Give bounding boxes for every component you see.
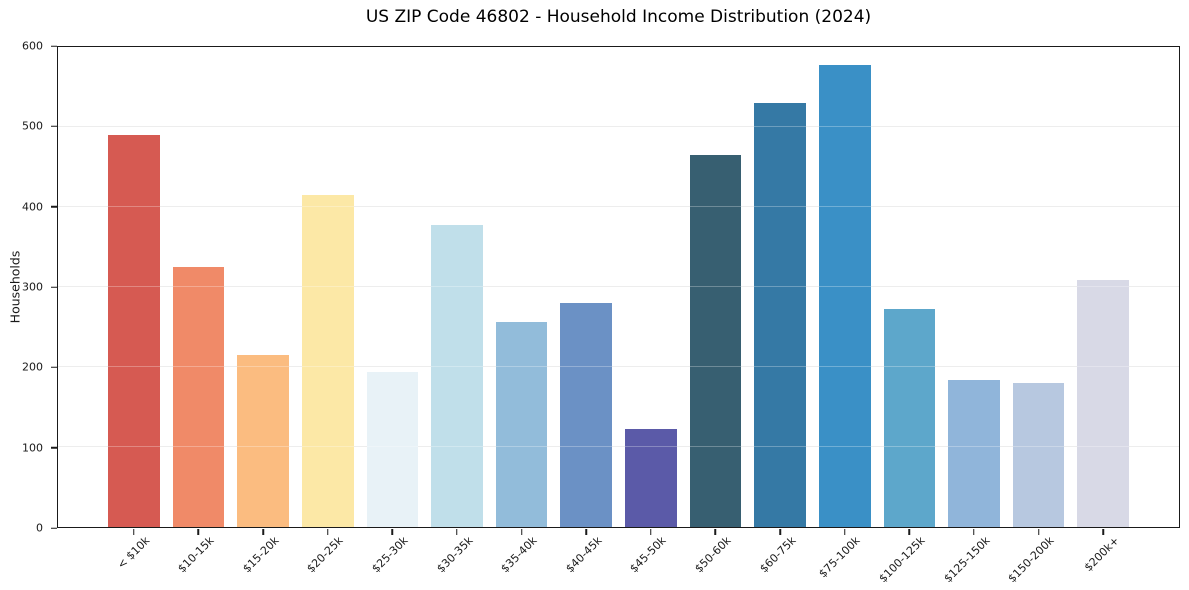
bar bbox=[625, 429, 677, 527]
bar bbox=[883, 309, 936, 527]
bar bbox=[1012, 383, 1065, 527]
x-tick-mark bbox=[973, 528, 975, 535]
bar-slot: $100-125k bbox=[876, 47, 936, 585]
bar bbox=[948, 379, 1000, 527]
x-tick-label: $40-45k bbox=[563, 534, 605, 576]
bar-slot: $60-75k bbox=[754, 47, 806, 575]
bar bbox=[1077, 279, 1129, 527]
chart-title: US ZIP Code 46802 - Household Income Dis… bbox=[365, 7, 872, 27]
y-tick-mark bbox=[51, 527, 57, 529]
gridline-100 bbox=[58, 446, 1179, 448]
gridline-overlay-100 bbox=[58, 446, 1179, 448]
plot-area: < $10k $10-15k $15-20k $20-25k $25-30k $30-35… bbox=[57, 46, 1180, 585]
bar-slot: $75-100k bbox=[817, 47, 871, 580]
gridline-overlay-200 bbox=[58, 366, 1179, 368]
x-tick-label: $150-200k bbox=[1005, 534, 1057, 586]
gridline-300 bbox=[58, 286, 1179, 287]
bar-slot: $200k+ bbox=[1077, 47, 1129, 574]
x-tick-mark bbox=[520, 528, 523, 535]
bar bbox=[689, 155, 742, 527]
bar bbox=[301, 195, 354, 527]
y-tick-label: 300 bbox=[22, 280, 43, 294]
y-tick-mark bbox=[51, 205, 57, 208]
y-tick-label: 0 bbox=[36, 521, 43, 535]
x-tick-mark bbox=[456, 528, 458, 535]
y-tick-label: 100 bbox=[22, 441, 43, 455]
bar bbox=[495, 322, 548, 527]
x-tick-label: $15-20k bbox=[239, 534, 282, 576]
x-tick-label: $60-75k bbox=[756, 534, 799, 576]
x-tick-mark bbox=[714, 528, 717, 535]
bar-slot: $30-35k bbox=[431, 47, 483, 575]
y-tick-mark bbox=[51, 446, 57, 449]
gridline-400 bbox=[58, 206, 1179, 208]
bar bbox=[108, 135, 160, 527]
bar-slot: $25-30k bbox=[366, 47, 419, 575]
bar-slot: $35-40k bbox=[495, 47, 548, 575]
bar bbox=[560, 303, 612, 527]
gridline-overlay-300 bbox=[58, 286, 1179, 287]
x-tick-label: $20-25k bbox=[304, 534, 346, 576]
gridline-200 bbox=[58, 366, 1179, 368]
bar-slot: < $10k bbox=[108, 47, 160, 572]
bar bbox=[366, 371, 419, 527]
y-tick-label: 200 bbox=[22, 360, 43, 374]
x-tick-label: $30-35k bbox=[433, 534, 476, 576]
x-tick-mark bbox=[908, 528, 911, 535]
y-tick-mark bbox=[51, 45, 57, 47]
x-tick-mark bbox=[1102, 528, 1104, 535]
bar bbox=[237, 355, 289, 527]
y-tick-label: 500 bbox=[22, 119, 43, 133]
x-tick-label: $25-30k bbox=[369, 534, 411, 576]
bars-row: < $10k $10-15k $15-20k $20-25k $25-30k $30-35… bbox=[58, 47, 1179, 585]
x-tick-label: $200k+ bbox=[1081, 534, 1122, 575]
bar-slot: $20-25k bbox=[301, 47, 354, 575]
y-axis-ticks: 0 100 200 300 400 500 600 bbox=[0, 40, 57, 535]
x-tick-mark bbox=[391, 528, 394, 535]
y-tick-mark bbox=[51, 366, 57, 369]
gridline-overlay-400 bbox=[58, 206, 1179, 208]
x-tick-mark bbox=[650, 528, 652, 535]
x-tick-mark bbox=[197, 528, 200, 535]
x-tick-mark bbox=[262, 528, 264, 535]
x-tick-label: $75-100k bbox=[816, 534, 863, 581]
bar-slot: $40-45k bbox=[560, 47, 612, 575]
bar-slot: $125-150k bbox=[941, 47, 1000, 585]
x-tick-label: $125-150k bbox=[940, 534, 993, 586]
x-tick-label: $35-40k bbox=[498, 534, 540, 576]
bar bbox=[754, 103, 806, 527]
x-tick-mark bbox=[326, 528, 329, 535]
bar bbox=[172, 267, 225, 527]
x-tick-label: $45-50k bbox=[627, 534, 670, 576]
x-tick-mark bbox=[133, 528, 135, 535]
bar-slot: $150-200k bbox=[1006, 47, 1065, 585]
bar-slot: $10-15k bbox=[172, 47, 225, 575]
gridline-overlay-500 bbox=[58, 126, 1179, 127]
x-tick-label: $10-15k bbox=[175, 534, 217, 576]
gridline-500 bbox=[58, 126, 1179, 127]
bar-slot: $15-20k bbox=[237, 47, 289, 575]
bar bbox=[431, 225, 483, 527]
x-tick-label: $100-125k bbox=[876, 534, 928, 586]
x-tick-label: < $10k bbox=[114, 534, 153, 572]
y-tick-label: 400 bbox=[22, 200, 43, 214]
x-tick-mark bbox=[779, 528, 781, 535]
bar-slot: $45-50k bbox=[625, 47, 677, 575]
x-tick-mark bbox=[843, 528, 846, 535]
bar-slot: $50-60k bbox=[689, 47, 742, 575]
y-tick-mark bbox=[51, 286, 57, 288]
y-tick-label: 600 bbox=[22, 39, 43, 53]
x-tick-mark bbox=[585, 528, 587, 535]
x-tick-mark bbox=[1037, 528, 1040, 535]
y-tick-mark bbox=[51, 125, 57, 128]
bar bbox=[818, 64, 871, 527]
x-tick-label: $50-60k bbox=[692, 534, 734, 576]
